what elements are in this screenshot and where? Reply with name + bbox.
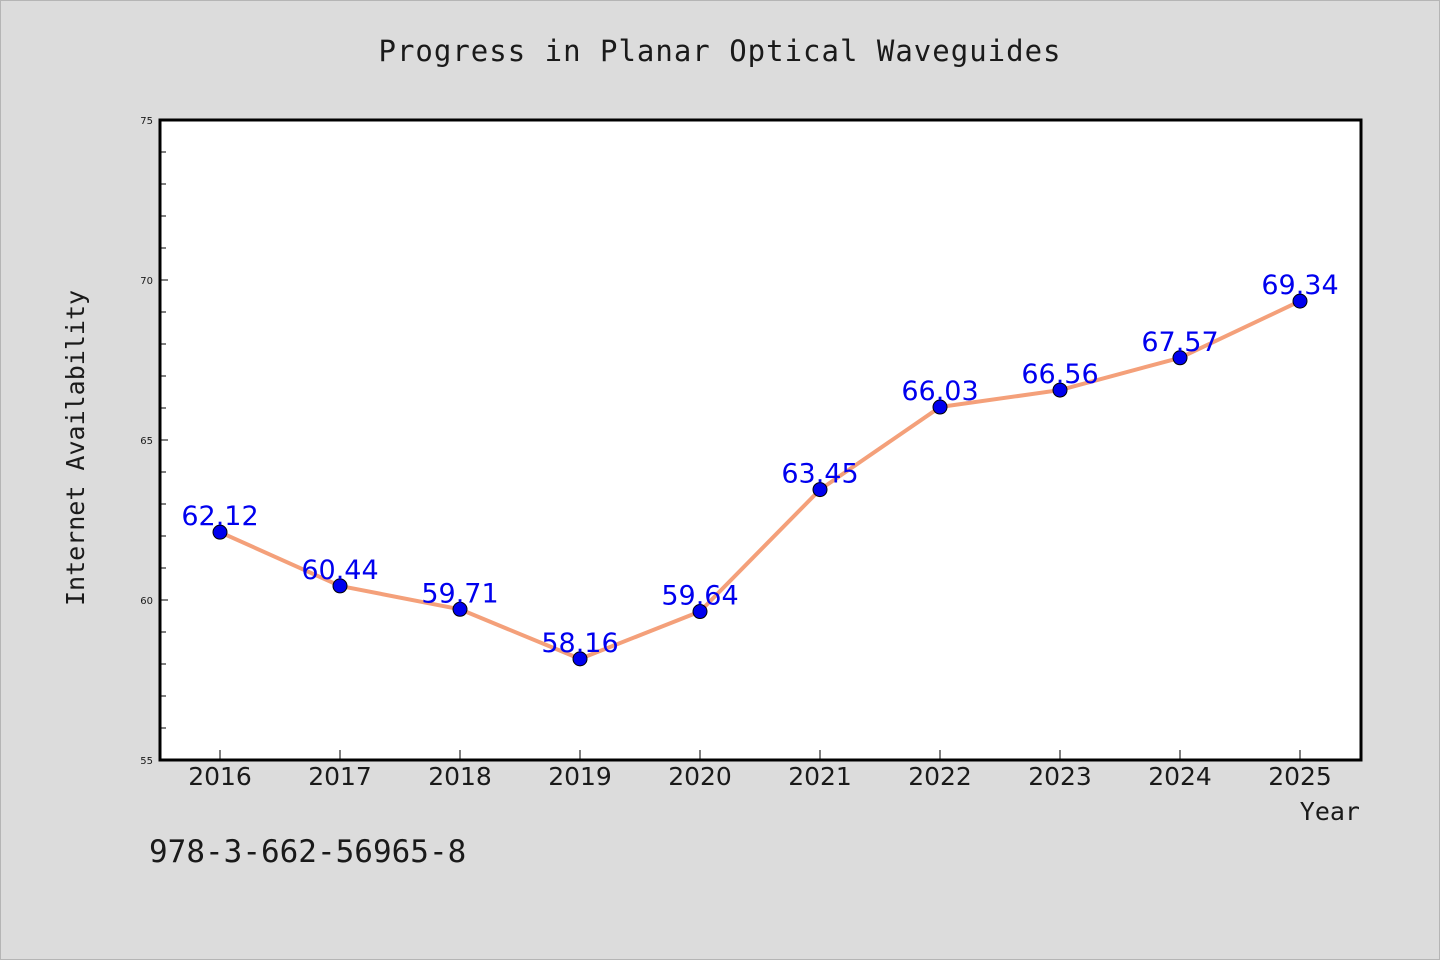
y-tick-label: 65 (140, 436, 153, 447)
x-tick-label: 2022 (908, 762, 972, 791)
data-label: 59.64 (661, 581, 738, 612)
data-point (1052, 382, 1068, 398)
y-tick-label: 70 (140, 276, 153, 287)
data-label: 63.45 (781, 459, 858, 490)
data-point (1292, 293, 1308, 309)
x-tick-label: 2024 (1148, 762, 1212, 791)
y-axis: 55 60 65 70 75 (140, 116, 168, 767)
series-group: 62.12 60.44 59.71 58.16 59.64 63.45 66.03 66.56… (181, 270, 1339, 667)
x-tick-label: 2018 (428, 762, 492, 791)
data-label: 66.56 (1021, 359, 1098, 390)
data-point (692, 604, 708, 620)
data-point (932, 399, 948, 415)
isbn-text: 978-3-662-56965-8 (149, 834, 467, 870)
series-line (219, 299, 1301, 661)
data-point (572, 651, 588, 667)
x-axis-label: Year (1300, 797, 1360, 826)
x-axis: 2016 2017 2018 2019 2020 2021 2022 2023 2024 2025 (188, 750, 1332, 791)
plot-area (158, 118, 1363, 762)
y-tick-label: 75 (140, 116, 153, 127)
data-label: 66.03 (901, 376, 978, 407)
x-tick-label: 2023 (1028, 762, 1092, 791)
data-label: 58.16 (541, 628, 618, 659)
x-tick-label: 2017 (308, 762, 372, 791)
y-tick-label: 60 (140, 596, 153, 607)
data-label: 60.44 (301, 555, 378, 586)
x-tick-label: 2020 (668, 762, 732, 791)
data-point (332, 578, 348, 594)
data-label: 69.34 (1261, 270, 1338, 301)
x-tick-label: 2019 (548, 762, 612, 791)
y-axis-label: Internet Availability (61, 290, 90, 606)
data-label: 62.12 (181, 501, 258, 532)
data-point (452, 601, 468, 617)
x-tick-label: 2016 (188, 762, 252, 791)
x-tick-label: 2021 (788, 762, 852, 791)
data-point (1172, 350, 1188, 366)
y-tick-label: 55 (140, 756, 153, 767)
data-label: 59.71 (421, 578, 498, 609)
x-tick-label: 2025 (1268, 762, 1332, 791)
data-point (212, 524, 228, 540)
chart-title: Progress in Planar Optical Waveguides (378, 34, 1062, 68)
data-point (812, 482, 828, 498)
data-label: 67.57 (1141, 327, 1218, 358)
